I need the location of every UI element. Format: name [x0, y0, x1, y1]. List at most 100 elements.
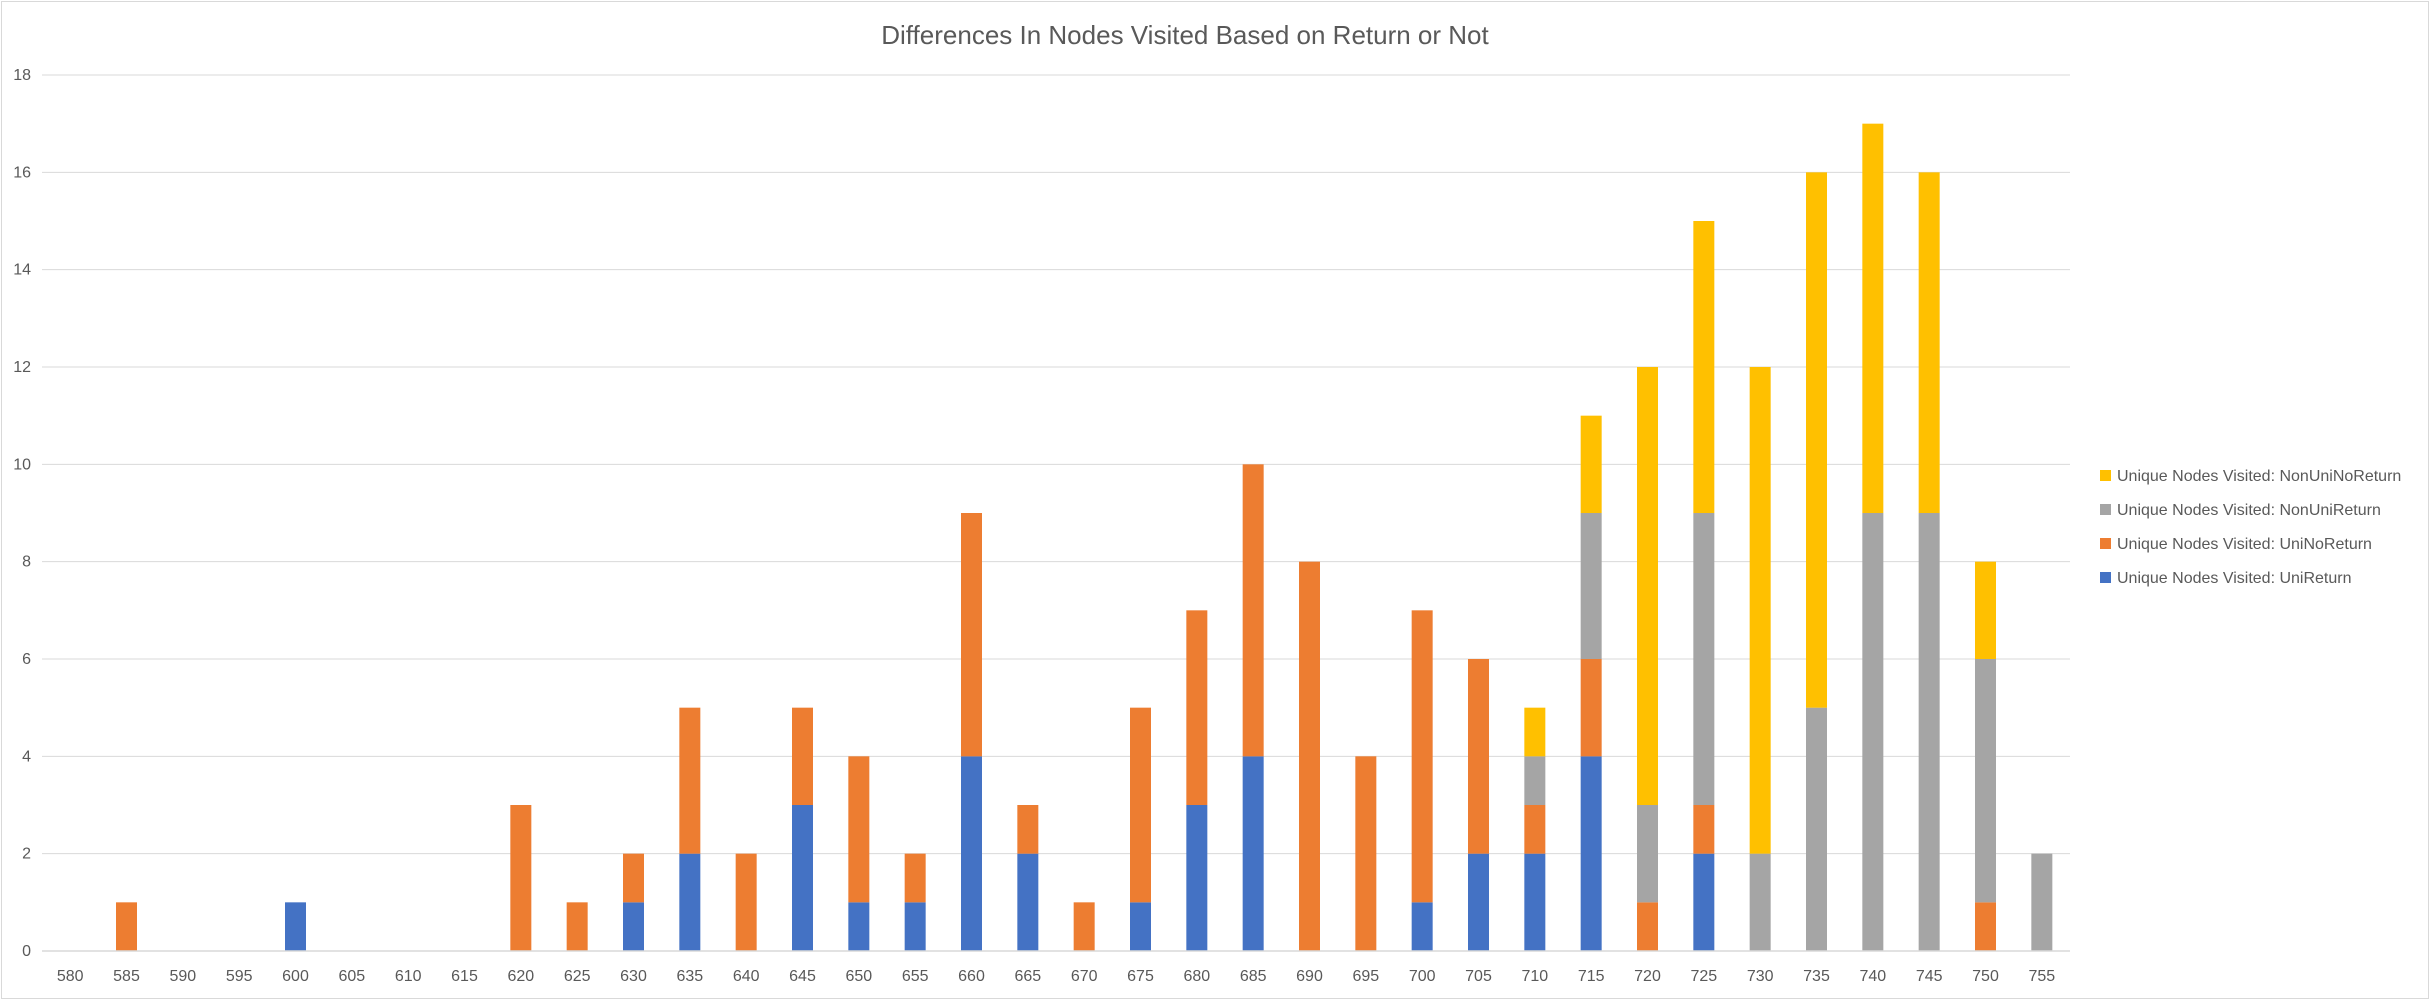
x-tick-label: 615 [451, 968, 478, 985]
x-tick-label: 590 [169, 968, 196, 985]
x-tick-label: 675 [1127, 968, 1154, 985]
legend-label: Unique Nodes Visited: UniReturn [2117, 570, 2352, 587]
bar-segment-1 [1693, 853, 1715, 951]
x-tick-label: 645 [789, 968, 816, 985]
bar-segment-3 [1580, 513, 1602, 659]
y-tick-label: 0 [22, 943, 31, 960]
legend-swatch [2100, 504, 2111, 515]
x-tick-label: 595 [226, 968, 253, 985]
bar-segment-2 [1975, 902, 1996, 951]
x-tick-label: 625 [564, 968, 591, 985]
bar-segment-2 [1637, 902, 1658, 951]
x-tick-label: 705 [1465, 968, 1492, 985]
y-tick-label: 10 [13, 456, 31, 473]
bar-segment-2 [1411, 610, 1433, 903]
legend-swatch [2100, 538, 2111, 549]
bar-segment-2 [510, 805, 532, 951]
bar-segment-1 [1580, 756, 1602, 951]
bar-segment-2 [735, 853, 757, 951]
legend-swatch [2100, 572, 2111, 583]
bar-segment-2 [679, 707, 701, 854]
x-tick-label: 605 [338, 968, 365, 985]
bar-segment-1 [679, 853, 701, 951]
bar-segment-3 [1862, 513, 1884, 951]
x-tick-label: 665 [1014, 968, 1041, 985]
bar-segment-4 [1806, 172, 1827, 708]
bar-segment-3 [1637, 805, 1658, 903]
bar-segment-4 [1524, 707, 1546, 757]
x-tick-label: 660 [958, 968, 985, 985]
bar-segment-2 [1693, 805, 1715, 854]
legend-label: Unique Nodes Visited: NonUniReturn [2117, 502, 2381, 519]
legend-item: Unique Nodes Visited: NonUniReturn [2100, 502, 2381, 519]
bar-segment-2 [1186, 610, 1208, 805]
x-tick-label: 730 [1747, 968, 1774, 985]
bar-segment-1 [792, 805, 813, 951]
x-tick-label: 700 [1409, 968, 1436, 985]
x-tick-label: 610 [395, 968, 422, 985]
x-tick-label: 585 [113, 968, 140, 985]
bar-segment-2 [1468, 659, 1489, 854]
y-tick-label: 4 [22, 748, 31, 765]
bar-segment-3 [1749, 853, 1771, 951]
bar-segment-2 [904, 853, 926, 903]
bar-segment-4 [1918, 172, 1940, 514]
x-tick-label: 685 [1240, 968, 1267, 985]
legend-item: Unique Nodes Visited: UniNoReturn [2100, 536, 2372, 553]
gridlines [42, 74, 2070, 855]
bars [116, 123, 2053, 951]
y-tick-label: 18 [13, 67, 31, 84]
legend-item: Unique Nodes Visited: NonUniNoReturn [2100, 468, 2401, 485]
bar-segment-1 [1017, 853, 1039, 951]
x-tick-label: 640 [733, 968, 760, 985]
bar-segment-3 [1693, 513, 1715, 805]
y-tick-label: 16 [13, 164, 31, 181]
x-tick-label: 580 [57, 968, 84, 985]
x-tick-label: 755 [2028, 968, 2055, 985]
x-tick-label: 715 [1578, 968, 1605, 985]
bar-segment-2 [566, 902, 588, 951]
bar-segment-2 [792, 707, 813, 805]
bar-segment-4 [1862, 123, 1884, 514]
bar-segment-2 [848, 756, 870, 903]
bar-segment-2 [623, 853, 644, 903]
bar-segment-1 [1186, 805, 1208, 951]
bar-segment-1 [1468, 853, 1489, 951]
legend-item: Unique Nodes Visited: UniReturn [2100, 570, 2352, 587]
x-tick-label: 620 [507, 968, 534, 985]
y-tick-label: 6 [22, 651, 31, 668]
x-tick-label: 680 [1183, 968, 1210, 985]
bar-segment-3 [2031, 853, 2053, 951]
x-tick-label: 695 [1352, 968, 1379, 985]
bar-segment-3 [1918, 513, 1940, 951]
bar-segment-1 [961, 756, 982, 951]
bar-segment-1 [1524, 853, 1546, 951]
x-tick-label: 670 [1071, 968, 1098, 985]
bar-segment-3 [1524, 756, 1546, 805]
bar-segment-1 [623, 902, 644, 951]
bar-segment-2 [1524, 805, 1546, 854]
bar-segment-1 [848, 902, 870, 951]
bar-segment-3 [1806, 707, 1827, 951]
bar-segment-4 [1749, 367, 1771, 854]
bar-segment-1 [285, 902, 306, 951]
y-tick-label: 2 [22, 846, 31, 863]
bar-segment-4 [1693, 221, 1715, 513]
x-tick-label: 720 [1634, 968, 1661, 985]
x-tick-label: 690 [1296, 968, 1323, 985]
y-tick-label: 12 [13, 359, 31, 376]
x-tick-label: 745 [1916, 968, 1943, 985]
x-tick-label: 725 [1690, 968, 1717, 985]
bar-segment-1 [904, 902, 926, 951]
x-tick-label: 600 [282, 968, 309, 985]
bar-segment-1 [1411, 902, 1433, 951]
bar-segment-2 [961, 513, 982, 757]
bar-segment-1 [1242, 756, 1264, 951]
bar-segment-3 [1975, 659, 1996, 903]
bar-segment-2 [116, 902, 137, 951]
x-tick-label: 710 [1521, 968, 1548, 985]
bar-segment-1 [1130, 902, 1151, 951]
legend-label: Unique Nodes Visited: NonUniNoReturn [2117, 468, 2401, 485]
